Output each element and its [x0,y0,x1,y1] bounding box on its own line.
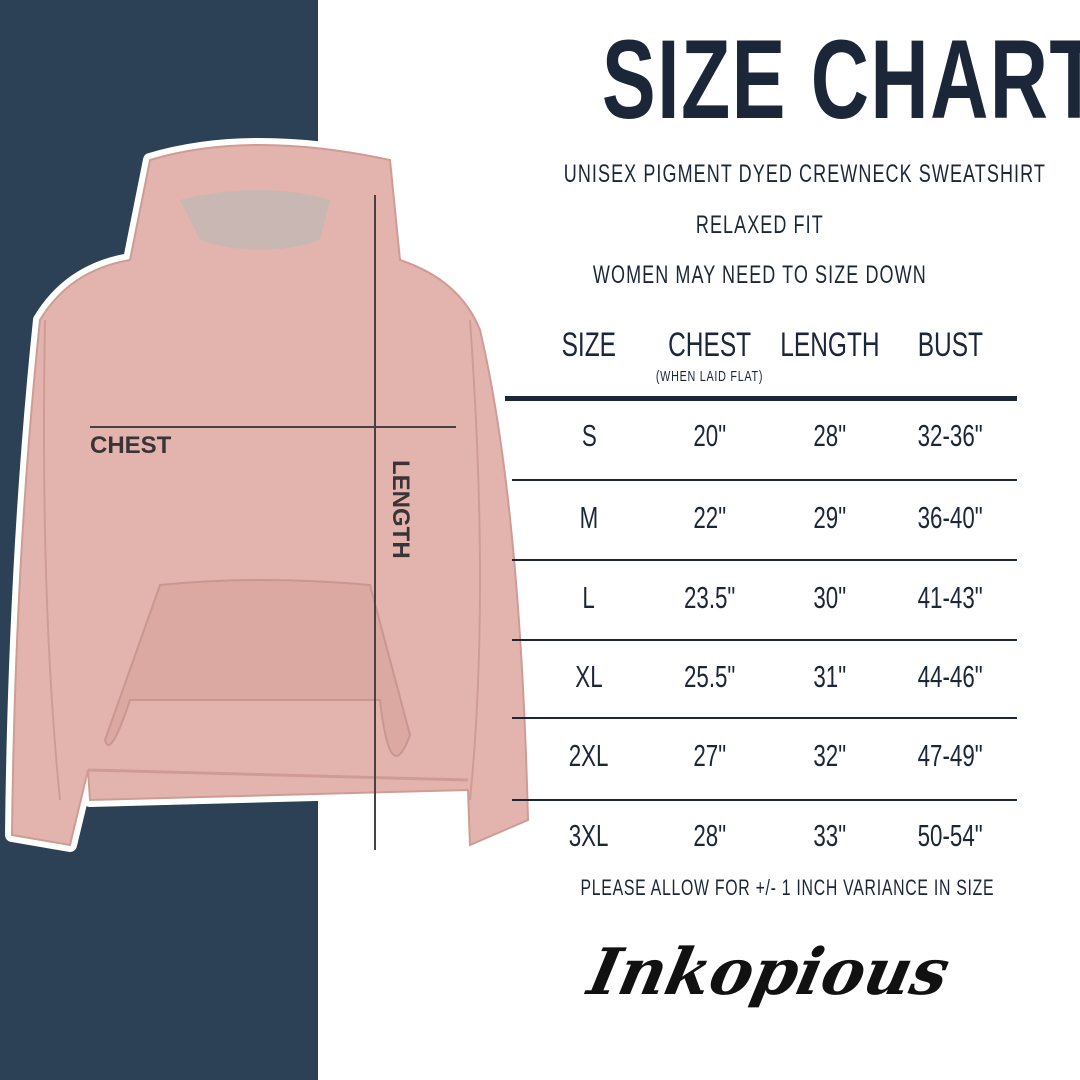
cell-chest: 28" [693,818,727,853]
cell-length: 32" [813,738,847,773]
header-chest: CHEST [668,326,752,364]
cell-bust: 47-49" [917,738,983,773]
cell-size: L [582,580,596,615]
length-label: LENGTH [387,460,414,559]
subtitle-fit: RELAXED FIT [696,211,824,239]
cell-length: 29" [813,500,847,535]
header-size: SIZE [561,326,617,364]
hoodie-image [5,138,535,852]
row-divider [512,717,1017,719]
cell-length: 31" [813,659,847,694]
cell-bust: 41-43" [917,580,983,615]
row-divider [512,799,1017,801]
cell-bust: 50-54" [917,818,983,853]
variance-footnote: PLEASE ALLOW FOR +/- 1 INCH VARIANCE IN … [580,875,995,900]
cell-size: S [581,418,597,453]
row-divider [512,559,1017,561]
row-divider [512,479,1017,481]
cell-size: 3XL [569,818,609,853]
cell-size: 2XL [569,738,609,773]
cell-bust: 44-46" [917,659,983,694]
row-divider [512,639,1017,641]
cell-chest: 20" [693,418,727,453]
chest-label: CHEST [90,432,172,459]
cell-chest: 25.5" [684,659,736,694]
page-title: SIZE CHART [601,17,1080,142]
chest-note: (WHEN LAID FLAT) [656,368,764,385]
cell-length: 33" [813,818,847,853]
header-divider [505,396,1017,401]
cell-size: XL [575,659,603,694]
cell-size: M [579,500,599,535]
subtitle-sizing-note: WOMEN MAY NEED TO SIZE DOWN [593,261,927,289]
cell-chest: 22" [693,500,727,535]
cell-chest: 27" [693,738,727,773]
cell-length: 30" [813,580,847,615]
brand-logo: Inkopious [582,935,956,1010]
cell-bust: 32-36" [917,418,983,453]
cell-bust: 36-40" [917,500,983,535]
header-length: LENGTH [780,326,880,364]
header-bust: BUST [917,326,983,364]
cell-chest: 23.5" [684,580,736,615]
cell-length: 28" [813,418,847,453]
subtitle-product: UNISEX PIGMENT DYED CREWNECK SWEATSHIRT [563,160,1046,188]
